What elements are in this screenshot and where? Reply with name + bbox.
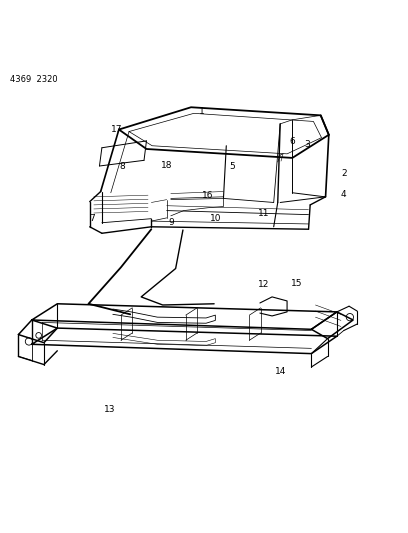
Text: 14: 14	[275, 367, 286, 376]
Text: 13: 13	[104, 405, 116, 414]
Text: 18: 18	[161, 160, 173, 169]
Text: 4369  2320: 4369 2320	[10, 75, 58, 84]
Text: 2: 2	[341, 169, 347, 178]
Text: 12: 12	[258, 280, 270, 289]
Text: 5: 5	[229, 161, 235, 171]
Text: 3: 3	[304, 140, 310, 149]
Text: 1: 1	[199, 107, 205, 116]
Text: 17: 17	[111, 125, 123, 134]
Text: 8: 8	[119, 161, 125, 171]
Text: 10: 10	[211, 214, 222, 223]
Text: 4: 4	[341, 190, 347, 199]
Text: 11: 11	[258, 208, 270, 217]
Text: 6: 6	[289, 137, 295, 146]
Text: 9: 9	[168, 218, 174, 227]
Text: 15: 15	[290, 279, 302, 288]
Text: 7: 7	[90, 214, 95, 223]
Text: 16: 16	[202, 191, 213, 200]
